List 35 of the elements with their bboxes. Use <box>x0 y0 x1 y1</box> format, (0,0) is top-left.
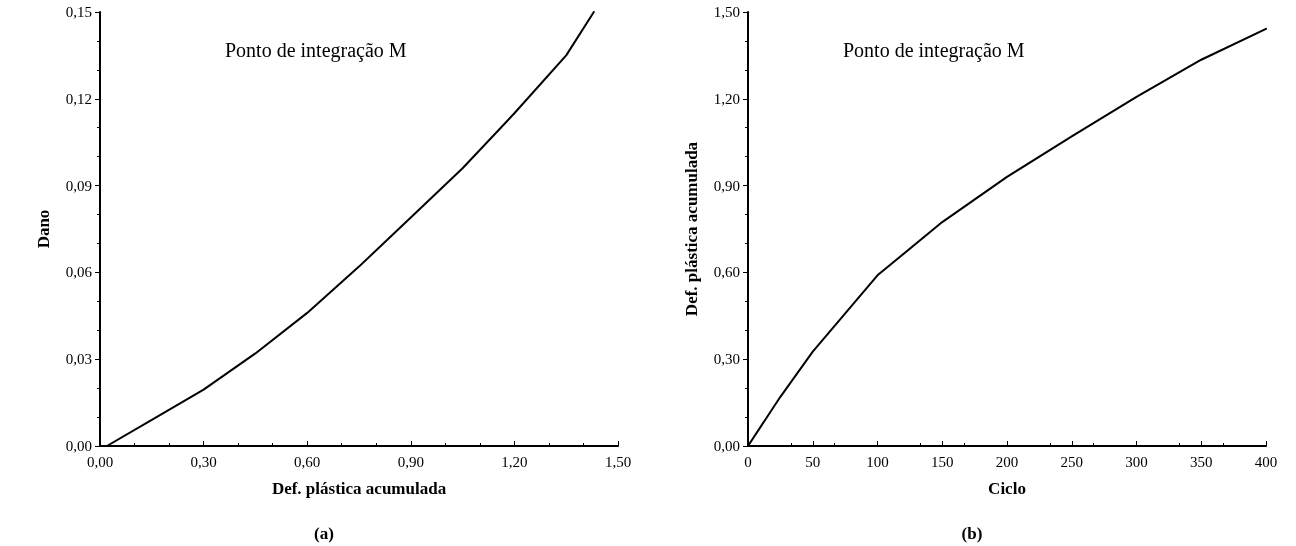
x-tick-label: 350 <box>1190 453 1213 470</box>
y-axis-title: Dano <box>34 209 53 249</box>
y-tick-label: 0,09 <box>65 177 92 194</box>
x-tick-label: 400 <box>1254 453 1278 470</box>
x-tick-label: 300 <box>1125 453 1148 470</box>
x-tick-label: 0 <box>744 453 752 470</box>
x-tick-label: 50 <box>805 453 821 470</box>
y-tick-label: 1,20 <box>713 90 740 107</box>
x-axis-title: Ciclo <box>988 479 1026 498</box>
annotation: Ponto de integração M <box>225 39 407 62</box>
y-tick-label: 0,00 <box>65 438 92 454</box>
x-tick-label: 150 <box>931 453 954 470</box>
text: (a) <box>314 524 334 543</box>
x-axis-title: Def. plástica acumulada <box>271 479 447 498</box>
x-tick-label: 1,50 <box>604 453 632 470</box>
x-tick-label: 1,20 <box>501 453 528 470</box>
x-tick-label: 250 <box>1060 453 1083 470</box>
y-tick-label: 0,12 <box>65 90 92 107</box>
y-tick-label: 0,03 <box>65 351 92 368</box>
x-tick-label: 0,30 <box>190 453 217 470</box>
y-tick-label: 0,90 <box>713 177 740 194</box>
y-tick-label: 0,06 <box>65 264 93 281</box>
y-axis-title: Def. plástica acumulada <box>682 141 701 317</box>
y-tick-label: 1,50 <box>713 4 740 20</box>
x-tick-label: 200 <box>995 453 1019 470</box>
y-tick-label: 0,15 <box>65 4 92 20</box>
x-tick-label: 100 <box>866 453 889 470</box>
annotation: Ponto de integração M <box>843 39 1025 62</box>
y-tick-label: 0,60 <box>713 264 740 281</box>
x-tick-label: 0,60 <box>294 453 321 470</box>
y-tick-label: 0,00 <box>713 438 740 454</box>
text: (b) <box>961 524 983 543</box>
x-tick-label: 0,90 <box>397 453 424 470</box>
y-tick-label: 0,30 <box>713 351 740 368</box>
x-tick-label: 0,00 <box>86 453 114 470</box>
